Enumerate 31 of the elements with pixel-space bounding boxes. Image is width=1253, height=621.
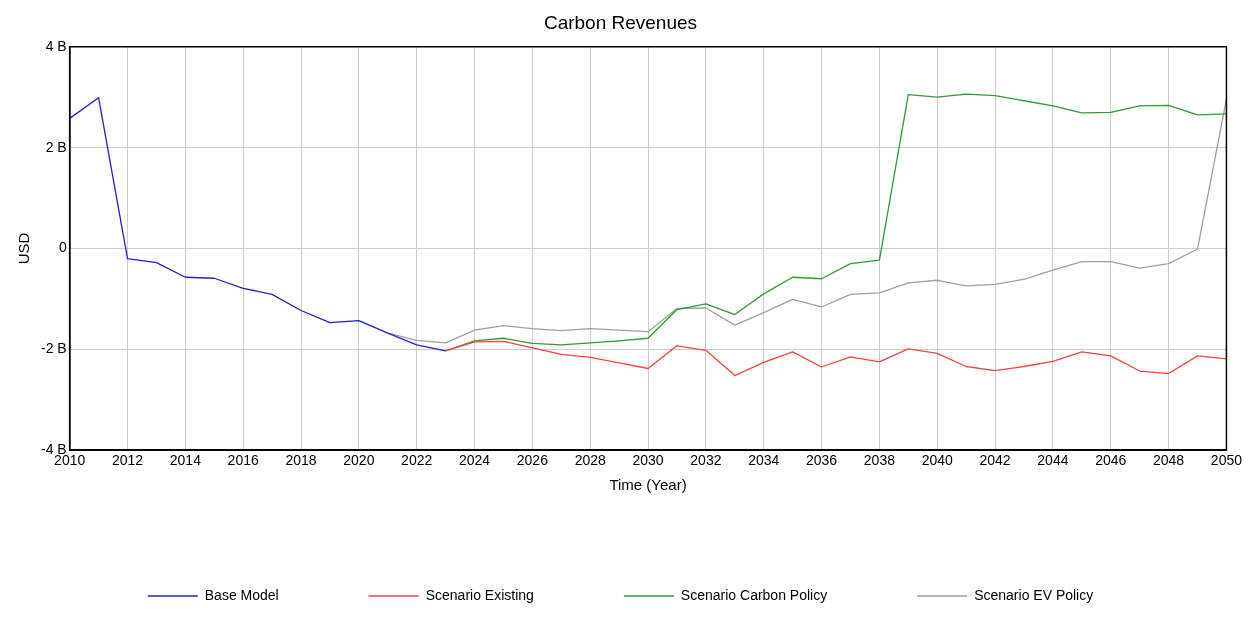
x-tick-label: 2014 [169,452,202,469]
y-axis-title: USD [15,232,33,265]
x-tick-label: 2048 [1153,452,1185,469]
y-tick-label: 4 B [45,37,67,54]
x-tick-label: 2026 [516,452,549,469]
x-tick-label: 2028 [574,452,606,469]
x-tick-label: 2042 [979,452,1011,469]
legend-label: Scenario EV Policy [974,586,1094,603]
x-tick-label: 2020 [343,452,375,469]
x-tick-label: 2024 [458,452,491,469]
x-tick-label: 2038 [863,452,896,469]
x-tick-label: 2022 [401,452,433,469]
y-tick-label: -2 B [40,340,67,357]
x-tick-label: 2012 [111,452,144,469]
x-tick-label: 2018 [285,452,317,469]
x-tick-label: 2034 [748,452,780,469]
legend-label: Base Model [204,586,279,603]
x-tick-label: 2032 [690,452,722,469]
x-axis-title: Time (Year) [609,476,687,494]
x-tick-label: 2016 [227,452,259,469]
y-tick-label: 0 [58,239,67,256]
chart-title: Carbon Revenues [543,11,698,33]
x-tick-label: 2030 [632,452,664,469]
legend-label: Scenario Existing [425,586,534,603]
y-tick-label: 2 B [45,138,67,155]
x-tick-label: 2050 [1210,452,1243,469]
x-tick-label: 2036 [805,452,838,469]
legend-label: Scenario Carbon Policy [680,586,828,603]
x-tick-label: 2044 [1037,452,1069,469]
x-tick-label: 2046 [1095,452,1127,469]
x-tick-label: 2040 [921,452,954,469]
